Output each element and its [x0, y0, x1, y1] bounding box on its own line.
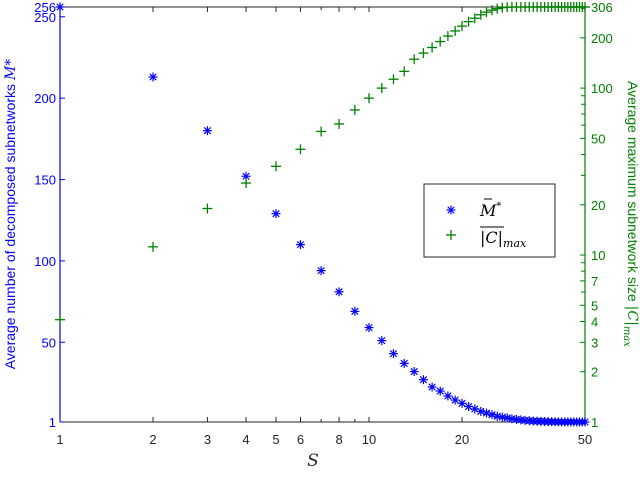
left-tick-label: 50	[42, 335, 56, 350]
left-tick-label: 150	[34, 173, 56, 188]
data-point-c-max	[399, 66, 410, 77]
right-tick-label: 10	[591, 248, 605, 263]
x-tick-label: 50	[578, 432, 592, 447]
data-point-c-max	[388, 74, 399, 85]
data-point-c-max	[202, 203, 213, 214]
data-point-c-max	[469, 13, 480, 24]
data-point-c-max	[148, 241, 159, 252]
data-point-c-max	[55, 314, 65, 325]
data-point-m-star	[450, 395, 460, 405]
data-point-c-max	[475, 9, 486, 20]
data-point-c-max	[364, 93, 375, 104]
data-point-c-max	[486, 5, 497, 16]
data-point-m-star	[580, 417, 590, 427]
data-point-c-max	[580, 2, 590, 12]
right-tick-label: 50	[591, 131, 605, 146]
data-point-c-max	[427, 42, 438, 53]
x-axis-ticks: 1 2 3 4 5 6 8 10 20 50	[56, 7, 592, 447]
data-point-m-star	[418, 375, 428, 385]
series-m-bar-star	[55, 2, 590, 427]
data-point-m-star	[148, 72, 158, 82]
x-tick-label: 6	[297, 432, 304, 447]
data-point-m-star	[295, 240, 305, 250]
data-point-m-star	[316, 266, 326, 276]
right-tick-label: 2	[591, 365, 598, 380]
right-tick-label: 3	[591, 335, 598, 350]
data-point-c-max	[481, 7, 492, 18]
axis-labels: S Average number of decomposed subnetwork…	[2, 59, 640, 471]
right-y-axis-label: Average maximum subnetwork size |C|max	[621, 81, 640, 347]
x-tick-label: 4	[242, 432, 249, 447]
data-point-m-star	[364, 323, 374, 333]
data-point-m-star	[334, 287, 344, 297]
data-point-c-max	[241, 178, 252, 189]
right-tick-label: 200	[591, 31, 613, 46]
data-point-m-star	[202, 126, 212, 136]
data-point-c-max	[442, 31, 453, 42]
data-point-c-max	[270, 161, 281, 172]
right-tick-label: 306	[591, 0, 613, 15]
left-y-axis-label: Average number of decomposed subnetworks…	[2, 59, 19, 370]
right-y-axis-ticks: 1 2 3 45 7 10 20 50 100 200 306	[580, 0, 613, 430]
right-tick-label: 5	[591, 298, 598, 313]
left-tick-label: 100	[34, 254, 56, 269]
data-point-m-star	[399, 358, 409, 368]
x-tick-label: 20	[455, 432, 469, 447]
data-point-m-star	[350, 306, 360, 316]
data-point-c-max	[295, 144, 306, 155]
data-point-c-max	[376, 83, 387, 94]
x-tick-label: 3	[204, 432, 211, 447]
legend: M* |C|max	[423, 183, 556, 258]
data-point-c-max	[435, 36, 446, 47]
data-point-m-star	[377, 336, 387, 346]
data-point-m-star	[409, 367, 419, 377]
x-tick-label: 8	[335, 432, 342, 447]
left-tick-label: 256	[34, 0, 56, 15]
x-tick-label: 1	[56, 432, 63, 447]
x-axis-label: S	[307, 451, 319, 471]
x-tick-label: 10	[362, 432, 376, 447]
legend-plus-icon	[446, 230, 456, 240]
data-point-m-star	[443, 391, 453, 401]
right-tick-label: 4	[591, 314, 598, 329]
x-tick-label: 5	[272, 432, 279, 447]
left-tick-label: 200	[34, 91, 56, 106]
right-tick-label: 100	[591, 81, 613, 96]
legend-asterisk-icon	[446, 205, 456, 215]
data-point-c-max	[492, 3, 503, 14]
data-point-c-max	[463, 16, 474, 27]
right-tick-label: 20	[591, 198, 605, 213]
right-tick-label: 7	[591, 274, 598, 289]
data-point-m-star	[388, 349, 398, 359]
data-point-m-star	[271, 209, 281, 219]
left-tick-label: 250	[34, 10, 56, 25]
data-point-c-max	[334, 118, 345, 129]
data-point-m-star	[55, 2, 65, 12]
data-point-m-star	[435, 386, 445, 396]
data-point-m-star	[464, 402, 474, 412]
data-point-c-max	[418, 48, 429, 59]
data-point-m-star	[476, 406, 486, 416]
data-point-m-star	[482, 408, 492, 418]
data-point-c-max	[349, 104, 360, 115]
data-point-c-max	[409, 54, 420, 65]
left-tick-label: 1	[49, 415, 56, 430]
legend-label-c-max: |C|max	[480, 228, 527, 250]
data-point-c-max	[316, 126, 327, 137]
data-point-m-star	[457, 398, 467, 408]
x-tick-label: 2	[149, 432, 156, 447]
series-c-max	[55, 2, 590, 325]
right-tick-label: 1	[591, 415, 598, 430]
data-point-c-max	[457, 21, 468, 32]
data-point-c-max	[450, 25, 461, 36]
legend-label-m-star: M*	[479, 201, 501, 220]
data-point-m-star	[427, 382, 437, 392]
